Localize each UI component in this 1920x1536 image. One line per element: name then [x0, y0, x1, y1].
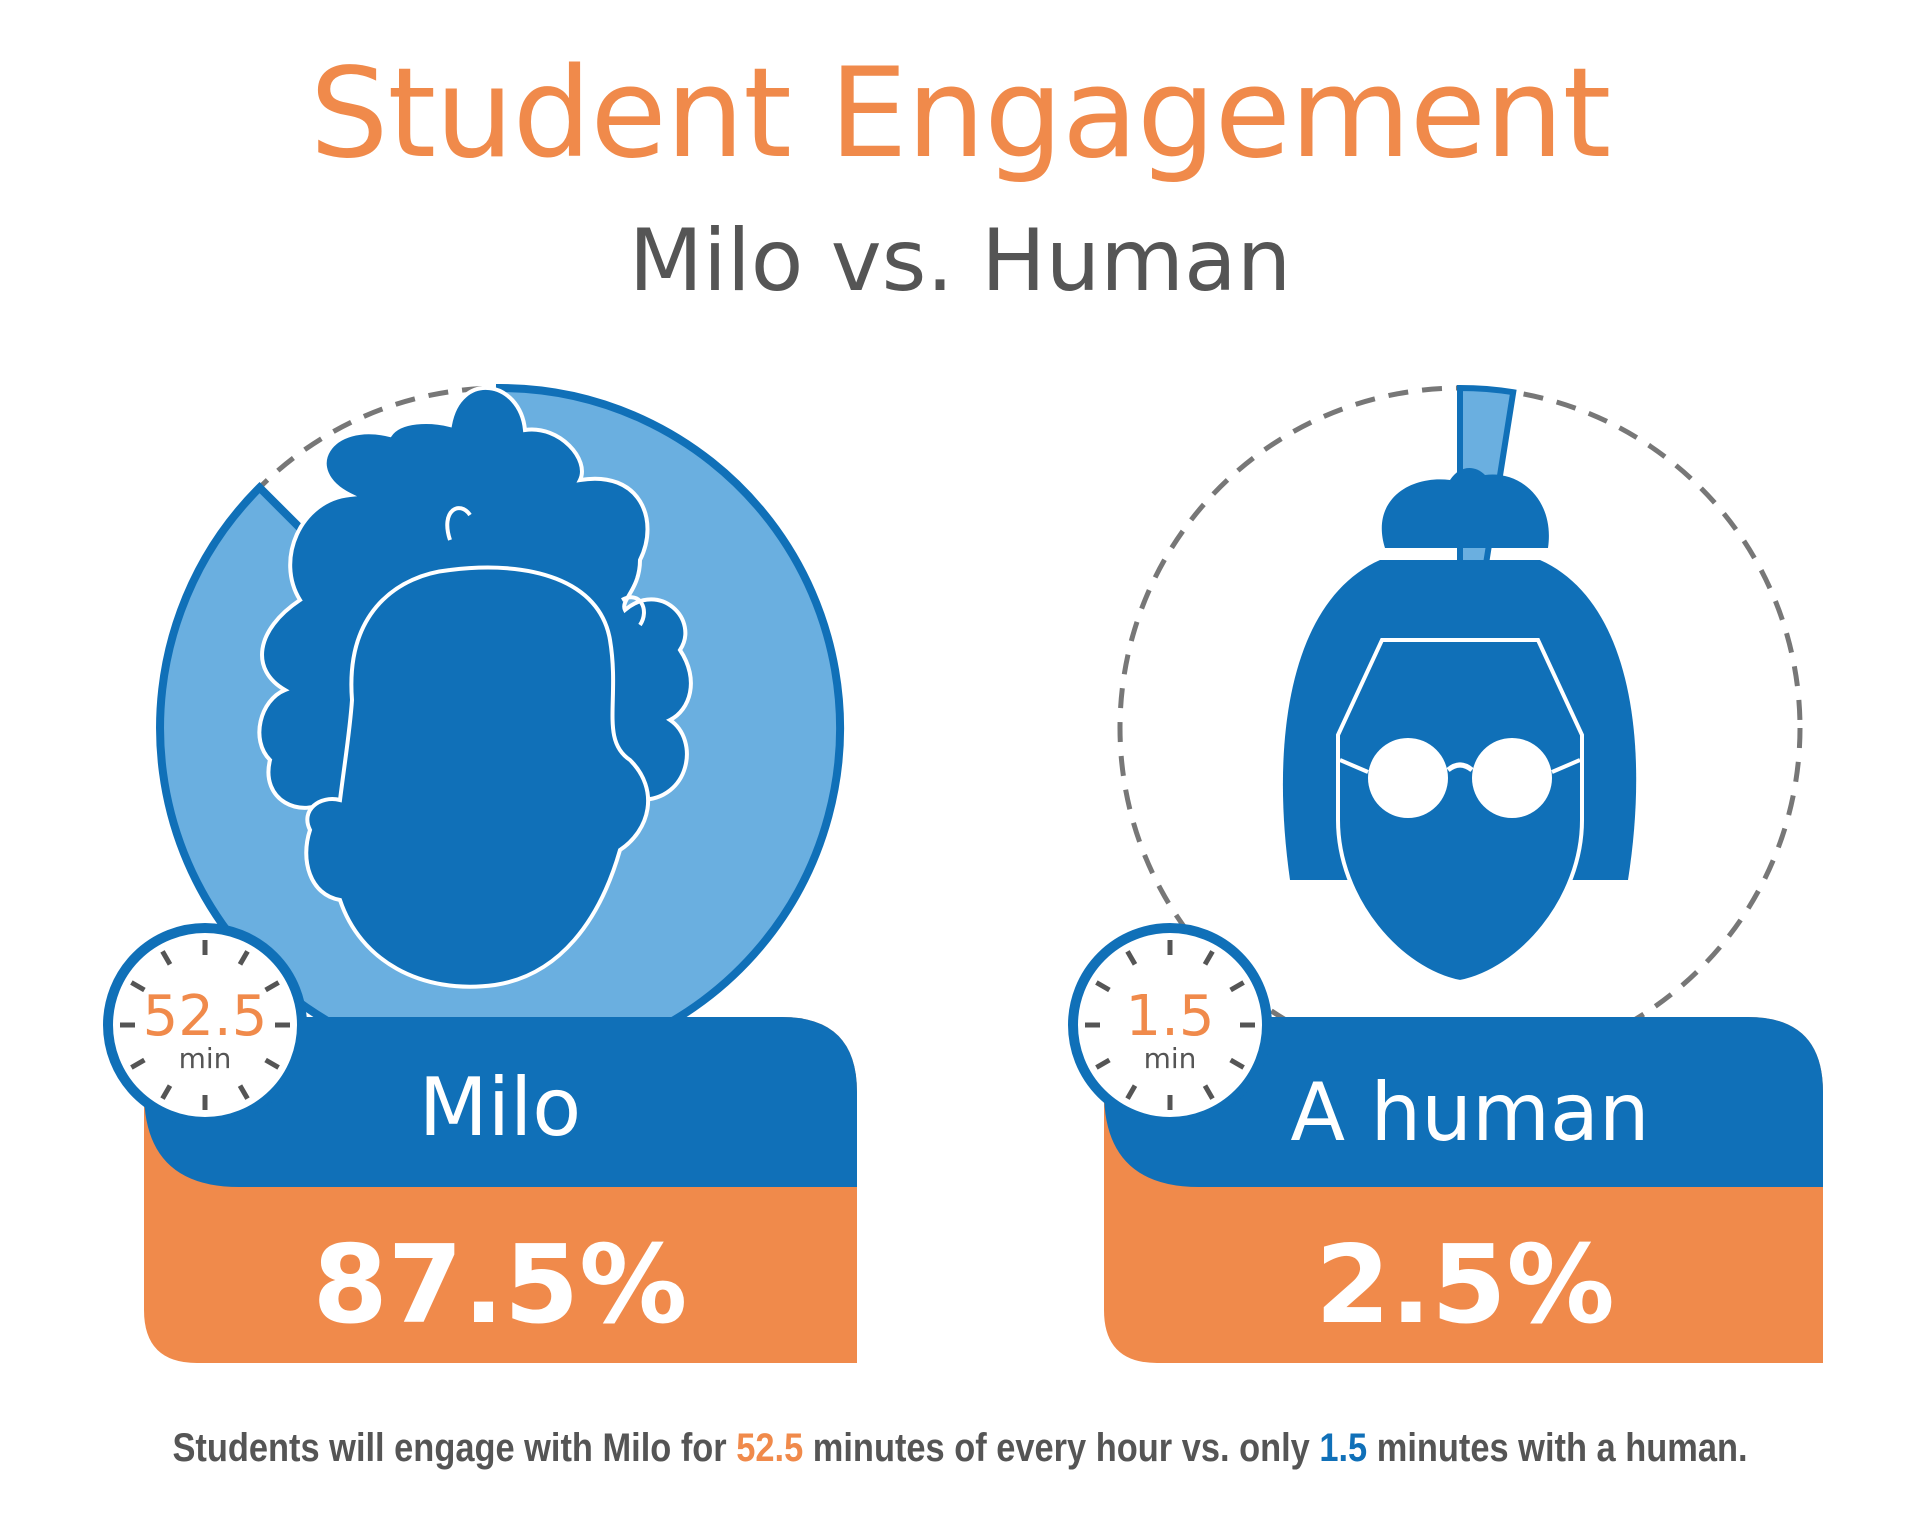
- clock-tick: [130, 1057, 146, 1070]
- human-minutes-value: 1.5: [1125, 984, 1214, 1049]
- clock-tick: [1229, 980, 1245, 993]
- clock-tick: [160, 1084, 173, 1100]
- boy-head-icon: [257, 385, 693, 989]
- human-name-bar: [1104, 1017, 1823, 1187]
- clock-tick: [1125, 1084, 1138, 1100]
- human-minutes-unit: min: [1144, 1042, 1197, 1075]
- milo-name-bar: [144, 1017, 857, 1187]
- page-subtitle: Milo vs. Human: [628, 211, 1292, 311]
- milo-clock-ticks: [120, 940, 290, 1110]
- clock-tick: [130, 980, 146, 993]
- woman-head-icon: [1282, 468, 1637, 985]
- milo-clock: 52.5 min: [103, 923, 307, 1127]
- clock-tick: [1202, 1084, 1215, 1100]
- clock-tick: [160, 950, 173, 966]
- human-clock: 1.5 min: [1068, 923, 1272, 1127]
- milo-minutes-unit: min: [179, 1042, 232, 1075]
- milo-name-label: Milo: [419, 1061, 581, 1154]
- clock-tick: [1229, 1057, 1245, 1070]
- clock-tick: [1095, 1057, 1111, 1070]
- caption-value-milo: 52.5: [736, 1426, 804, 1470]
- caption-text-3: minutes with a human.: [1367, 1426, 1748, 1470]
- human-name-label: A human: [1290, 1066, 1649, 1159]
- clock-tick: [237, 950, 250, 966]
- page-title: Student Engagement: [309, 42, 1611, 186]
- caption-text-2: minutes of every hour vs. only: [803, 1426, 1320, 1470]
- clock-tick: [1202, 950, 1215, 966]
- clock-tick: [1095, 980, 1111, 993]
- summary-caption: Students will engage with Milo for 52.5 …: [134, 1426, 1785, 1471]
- clock-tick: [264, 980, 280, 993]
- caption-text-1: Students will engage with Milo for: [172, 1426, 737, 1470]
- clock-tick: [1125, 950, 1138, 966]
- milo-panel: Milo 87.5% 52.5 min: [103, 383, 857, 1363]
- clock-tick: [237, 1084, 250, 1100]
- clock-tick: [264, 1057, 280, 1070]
- milo-minutes-value: 52.5: [143, 984, 268, 1049]
- human-panel: A human 2.5% 1.5 min: [1068, 384, 1823, 1363]
- human-percent-label: 2.5%: [1315, 1223, 1615, 1348]
- caption-value-human: 1.5: [1319, 1426, 1368, 1470]
- human-clock-ticks: [1085, 940, 1255, 1110]
- milo-percent-label: 87.5%: [313, 1223, 688, 1348]
